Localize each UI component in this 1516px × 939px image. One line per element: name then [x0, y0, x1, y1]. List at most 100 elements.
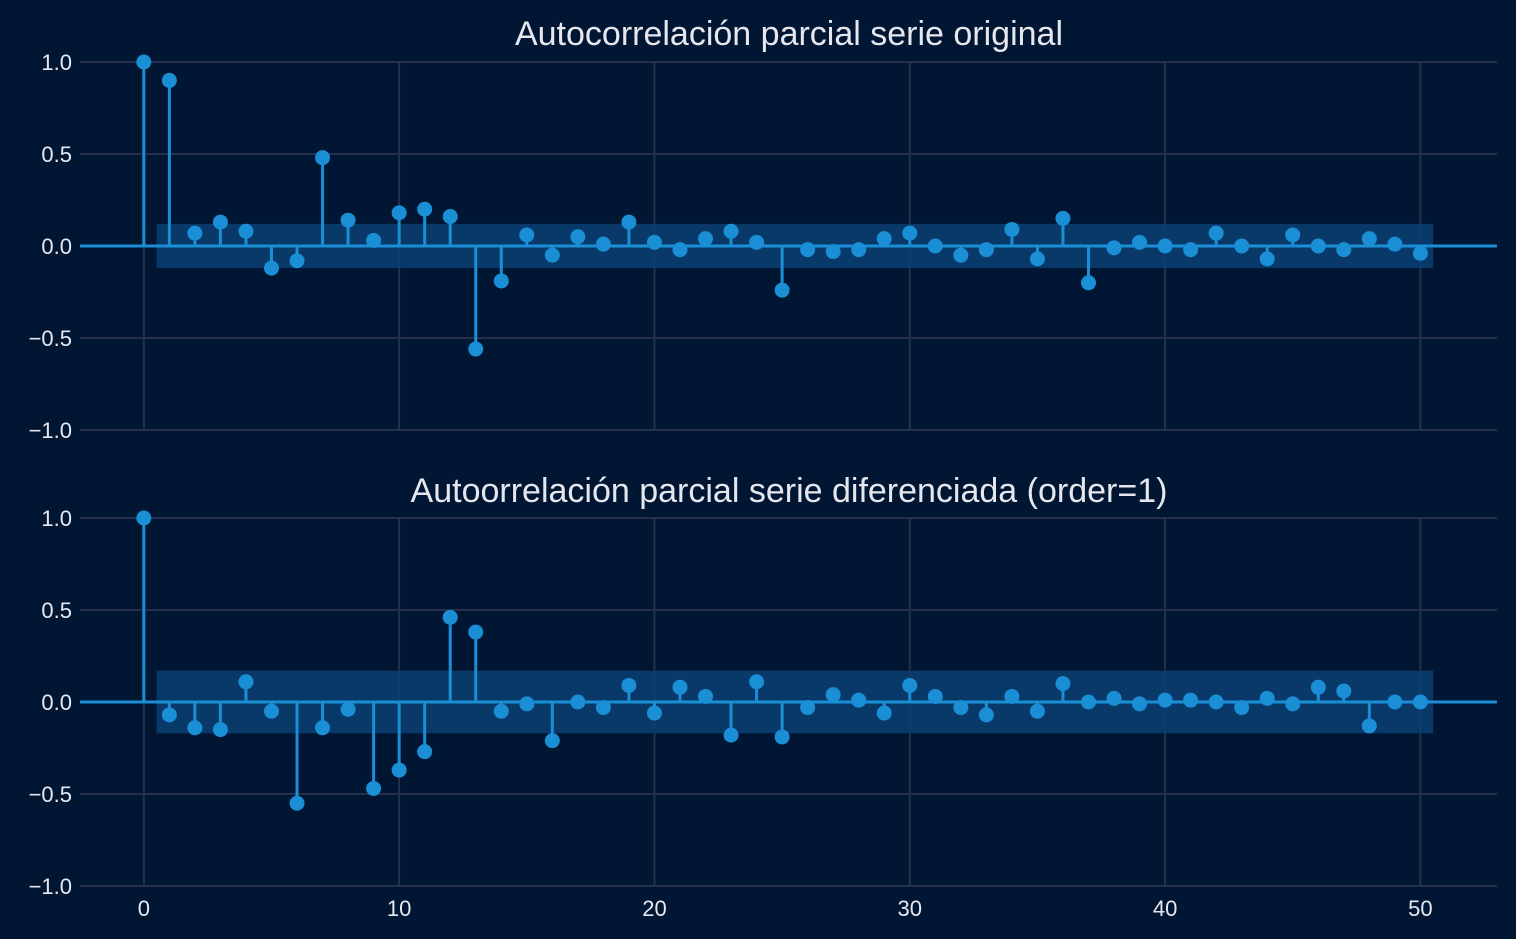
- stem-marker: [621, 214, 637, 230]
- y-tick-label: 0.0: [41, 690, 72, 715]
- stem-marker: [723, 223, 739, 239]
- stem-marker: [1004, 221, 1020, 237]
- y-tick-label: 0.5: [41, 598, 72, 623]
- stem-marker: [646, 234, 662, 250]
- stem-marker: [161, 72, 177, 88]
- stem-marker: [187, 225, 203, 241]
- stem-marker: [927, 238, 943, 254]
- stem-marker: [468, 341, 484, 357]
- stem-marker: [595, 700, 611, 716]
- stem-marker: [1106, 690, 1122, 706]
- stem-marker: [621, 677, 637, 693]
- stem-marker: [442, 609, 458, 625]
- y-tick-label: 0.0: [41, 234, 72, 259]
- stem-marker: [289, 253, 305, 269]
- stem-marker: [672, 242, 688, 258]
- stem-marker: [1412, 694, 1428, 710]
- stem-marker: [417, 744, 433, 760]
- stem-marker: [315, 720, 331, 736]
- x-tick-label: 10: [387, 896, 411, 921]
- chart-title-differenced: Autoorrelación parcial serie diferenciad…: [411, 472, 1168, 510]
- stem-marker: [1361, 718, 1377, 734]
- stem-marker: [595, 236, 611, 252]
- stems: [136, 54, 1428, 357]
- stem-marker: [136, 54, 152, 70]
- x-tick-labels: 0 10 20 30 40 50: [138, 896, 1433, 921]
- pacf-original-panel: Autocorrelación parcial serie original 1…: [29, 15, 1497, 443]
- stem-marker: [876, 705, 892, 721]
- pacf-differenced-panel: Autoorrelación parcial serie diferenciad…: [29, 472, 1497, 921]
- stem-marker: [1259, 690, 1275, 706]
- stem-marker: [953, 700, 969, 716]
- stems: [136, 510, 1428, 811]
- y-tick-label: −1.0: [29, 418, 72, 443]
- stem-marker: [825, 244, 841, 260]
- stem-marker: [1234, 238, 1250, 254]
- stem-marker: [391, 762, 407, 778]
- stem-marker: [774, 729, 790, 745]
- stem-marker: [927, 688, 943, 704]
- stem-marker: [366, 780, 382, 796]
- stem-marker: [1310, 238, 1326, 254]
- stem-marker: [953, 247, 969, 263]
- stem-marker: [698, 231, 714, 247]
- stem-marker: [238, 223, 254, 239]
- y-tick-label: 1.0: [41, 506, 72, 531]
- stem-marker: [723, 727, 739, 743]
- stem-marker: [544, 733, 560, 749]
- stem-marker: [366, 232, 382, 248]
- stem-marker: [1208, 694, 1224, 710]
- stem-marker: [646, 705, 662, 721]
- stem-marker: [161, 707, 177, 723]
- stem-marker: [800, 700, 816, 716]
- stem-marker: [1080, 694, 1096, 710]
- stem-marker: [519, 227, 535, 243]
- stem-marker: [1029, 251, 1045, 267]
- stem-marker: [749, 674, 765, 690]
- stem-marker: [493, 703, 509, 719]
- y-tick-label: −0.5: [29, 782, 72, 807]
- stem-marker: [1387, 694, 1403, 710]
- stem-marker: [672, 679, 688, 695]
- y-tick-label: 1.0: [41, 50, 72, 75]
- stem-marker: [340, 212, 356, 228]
- stem-marker: [493, 273, 509, 289]
- stem-marker: [570, 694, 586, 710]
- stem-marker: [902, 225, 918, 241]
- stem-marker: [1310, 679, 1326, 695]
- stem-marker: [212, 214, 228, 230]
- stem-marker: [289, 795, 305, 811]
- stem-marker: [1234, 700, 1250, 716]
- stem-marker: [263, 703, 279, 719]
- x-tick-label: 30: [898, 896, 922, 921]
- chart-title-original: Autocorrelación parcial serie original: [515, 15, 1063, 53]
- stem-marker: [187, 720, 203, 736]
- stem-marker: [1004, 688, 1020, 704]
- stem-marker: [391, 205, 407, 221]
- stem-marker: [1361, 231, 1377, 247]
- x-tick-label: 40: [1153, 896, 1177, 921]
- stem-marker: [1412, 245, 1428, 261]
- stem-marker: [519, 696, 535, 712]
- stem-marker: [978, 707, 994, 723]
- stem-marker: [570, 229, 586, 245]
- stem-marker: [800, 242, 816, 258]
- stem-marker: [774, 282, 790, 298]
- stem-marker: [1080, 275, 1096, 291]
- stem-marker: [1132, 234, 1148, 250]
- stem-marker: [1132, 696, 1148, 712]
- stem-marker: [1055, 676, 1071, 692]
- stem-marker: [1183, 242, 1199, 258]
- y-tick-label: 0.5: [41, 142, 72, 167]
- stem-marker: [851, 242, 867, 258]
- stem-marker: [825, 687, 841, 703]
- stem-marker: [1387, 236, 1403, 252]
- stem-marker: [238, 674, 254, 690]
- stem-marker: [1336, 683, 1352, 699]
- stem-marker: [1208, 225, 1224, 241]
- y-tick-labels: 1.0 0.5 0.0 −0.5 −1.0: [29, 506, 72, 899]
- stem-marker: [851, 692, 867, 708]
- stem-marker: [544, 247, 560, 263]
- stem-marker: [1106, 240, 1122, 256]
- stem-marker: [1157, 692, 1173, 708]
